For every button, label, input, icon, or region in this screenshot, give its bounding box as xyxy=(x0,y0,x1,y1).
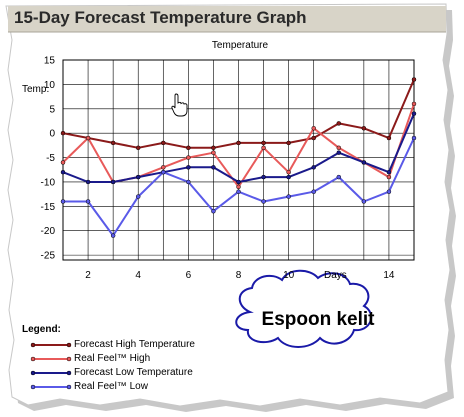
data-point xyxy=(311,189,316,194)
data-point xyxy=(161,165,166,170)
legend-swatch-dot xyxy=(66,370,72,376)
data-point xyxy=(286,140,291,146)
data-point xyxy=(311,126,316,131)
legend-item-forecast-low: Forecast Low Temperature xyxy=(74,367,193,378)
callout-text: Espoon kelit xyxy=(261,309,375,330)
y-tick-label: -10 xyxy=(41,177,56,188)
data-point xyxy=(311,165,316,170)
data-point xyxy=(186,165,191,170)
data-point xyxy=(286,174,291,180)
legend-title: Legend: xyxy=(22,324,61,335)
data-point xyxy=(411,111,417,116)
data-point xyxy=(135,145,141,151)
data-point xyxy=(85,135,91,141)
data-point xyxy=(236,179,241,185)
data-point xyxy=(161,140,166,146)
data-point xyxy=(336,174,342,180)
data-point xyxy=(110,140,116,146)
data-point xyxy=(361,126,367,131)
data-point xyxy=(336,150,342,155)
data-point xyxy=(211,208,216,214)
data-point xyxy=(411,77,417,82)
x-axis-ticks: 2 4 6 8 10 14 xyxy=(85,270,395,281)
y-tick-label: 5 xyxy=(49,104,55,115)
y-tick-label: -20 xyxy=(41,226,56,237)
data-point xyxy=(236,140,241,146)
legend-swatch-dot xyxy=(30,356,36,362)
x-tick-label: 8 xyxy=(236,270,242,281)
data-point xyxy=(411,101,417,107)
data-point xyxy=(60,199,66,204)
y-tick-label: -15 xyxy=(41,202,56,213)
data-point xyxy=(60,169,66,175)
y-tick-label: 0 xyxy=(49,129,55,140)
data-point xyxy=(110,233,116,238)
x-axis-label: Days xyxy=(324,270,347,281)
data-point xyxy=(361,199,367,204)
legend-swatch-dot xyxy=(30,384,36,390)
data-point xyxy=(361,160,367,165)
data-point xyxy=(386,135,392,141)
data-point xyxy=(311,135,316,141)
legend-swatch-dot xyxy=(30,342,36,348)
x-tick-label: 10 xyxy=(283,270,295,281)
data-point xyxy=(135,174,141,180)
data-point xyxy=(286,194,291,199)
x-tick-label: 2 xyxy=(85,270,91,281)
x-tick-label: 4 xyxy=(135,270,141,281)
data-point xyxy=(386,189,392,194)
data-point xyxy=(110,179,116,185)
legend-swatch-dot xyxy=(30,370,36,376)
data-point xyxy=(236,184,241,190)
data-point xyxy=(236,189,241,194)
data-point xyxy=(336,121,342,126)
data-point xyxy=(211,150,216,155)
data-point xyxy=(60,160,66,165)
y-axis-label: Temp. xyxy=(22,84,50,95)
data-point xyxy=(211,145,216,151)
data-point xyxy=(211,165,216,170)
legend-item-forecast-high: Forecast High Temperature xyxy=(74,339,195,350)
y-axis-ticks: 15 10 5 0 -5 -10 -15 -20 -25 xyxy=(41,56,56,262)
legend-swatch-dot xyxy=(66,384,72,390)
x-tick-label: 6 xyxy=(186,270,192,281)
data-point xyxy=(261,145,266,151)
data-point xyxy=(186,179,191,185)
data-point xyxy=(85,179,91,185)
hand-cursor-icon xyxy=(171,93,188,117)
data-point xyxy=(85,199,91,204)
legend-swatches xyxy=(30,342,72,390)
legend-item-realfeel-low: Real Feel™ Low xyxy=(74,381,148,392)
chart-title: Temperature xyxy=(211,40,269,51)
legend-item-realfeel-high: Real Feel™ High xyxy=(74,353,151,364)
data-point xyxy=(286,169,291,175)
data-point xyxy=(186,155,191,160)
series-lines xyxy=(60,77,417,238)
data-point xyxy=(60,130,66,136)
legend-swatch-dot xyxy=(66,356,72,362)
y-tick-label: -5 xyxy=(46,153,55,164)
y-tick-label: 10 xyxy=(44,80,56,91)
data-point xyxy=(186,145,191,151)
data-point xyxy=(261,199,266,204)
x-tick-label: 14 xyxy=(383,270,395,281)
data-point xyxy=(261,174,266,180)
data-point xyxy=(386,169,392,175)
data-point xyxy=(161,169,166,175)
data-point xyxy=(261,140,266,146)
legend-swatch-dot xyxy=(66,342,72,348)
y-tick-label: 15 xyxy=(44,56,56,67)
y-tick-label: -25 xyxy=(41,251,56,262)
page-title: 15-Day Forecast Temperature Graph xyxy=(14,8,307,27)
data-point xyxy=(336,145,342,151)
data-point xyxy=(411,135,417,141)
data-point xyxy=(135,194,141,199)
data-point xyxy=(386,174,392,180)
callout-cloud xyxy=(235,269,373,348)
